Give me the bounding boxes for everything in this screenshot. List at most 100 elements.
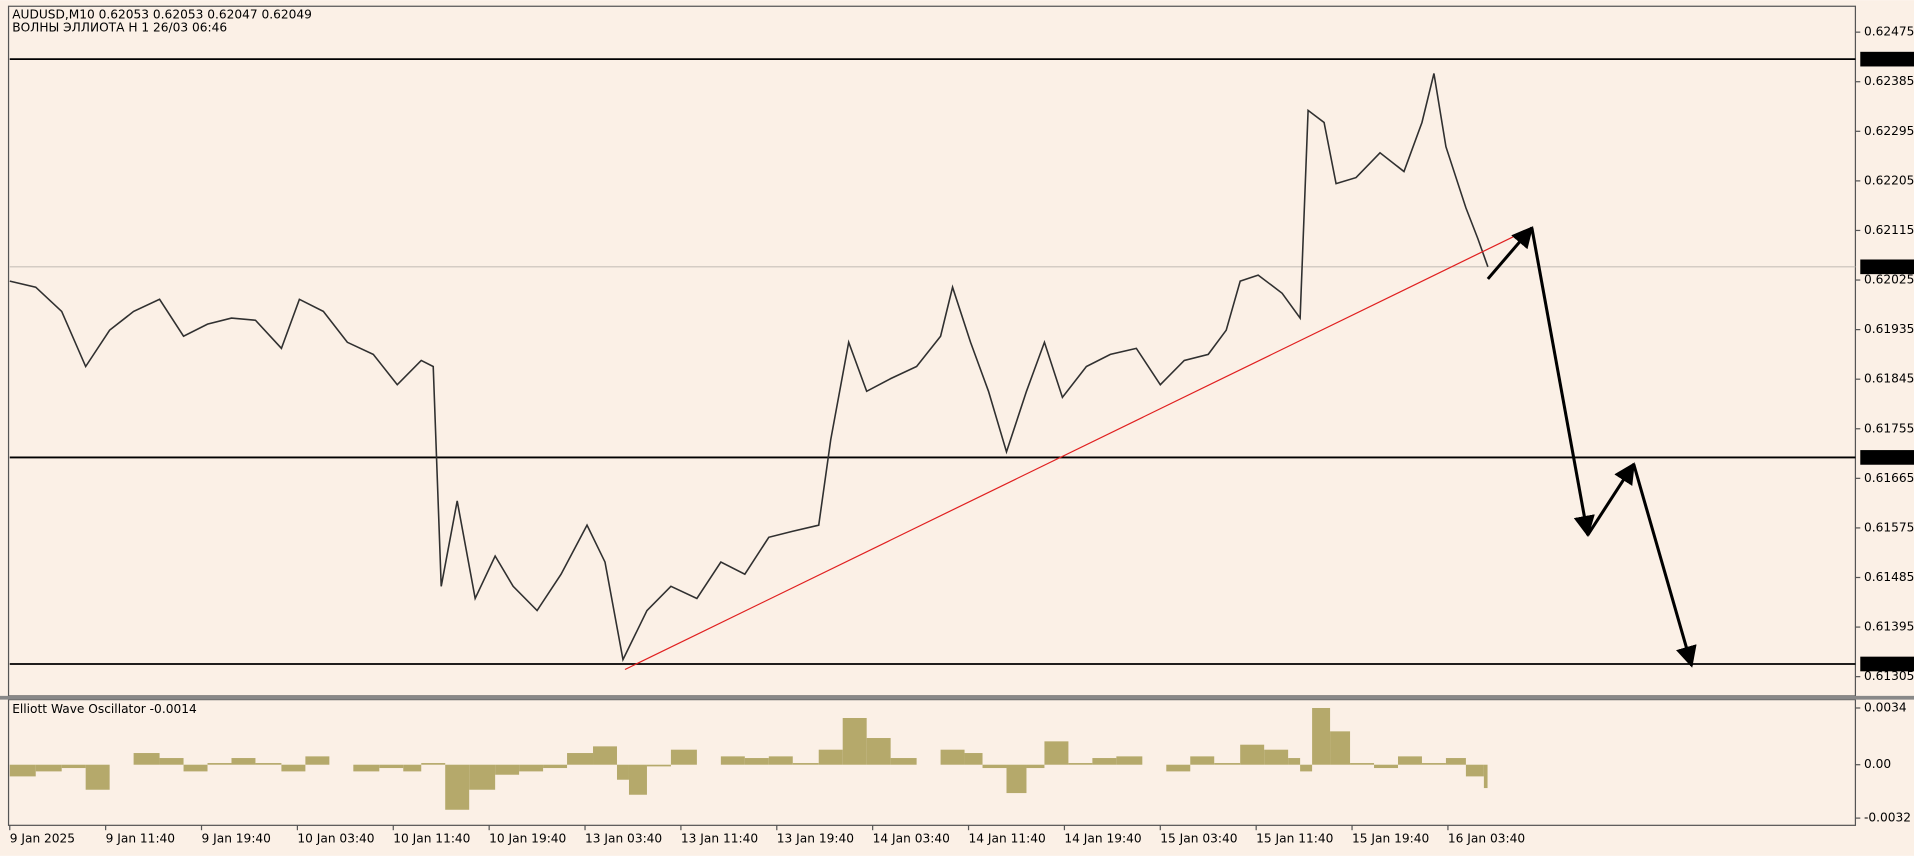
y-tick-label: 0.61575 (1864, 520, 1914, 534)
current-price-box (1860, 259, 1914, 275)
oscillator-bar (628, 764, 647, 795)
x-tick-label: 9 Jan 19:40 (202, 831, 271, 845)
oscillator-bar (964, 753, 983, 765)
oscillator-bar (1374, 764, 1398, 769)
oscillator-bar (646, 764, 671, 767)
oscillator-bar (720, 756, 745, 765)
oscillator-bar (890, 758, 917, 765)
oscillator-bar (353, 764, 380, 772)
oscillator-bar (519, 764, 544, 772)
level-line-box (1860, 51, 1914, 67)
oscillator-bar (379, 764, 404, 769)
oscillator-bar (1240, 744, 1265, 765)
x-tick-label: 14 Jan 11:40 (969, 831, 1046, 845)
y-tick-label: 0.61845 (1864, 372, 1914, 386)
trend-line (624, 227, 1533, 671)
y-tick-label: 0.62295 (1864, 124, 1914, 138)
oscillator-bar (1421, 763, 1446, 765)
current-price-label: 0.62049 (1864, 259, 1914, 273)
price-line (9, 73, 1489, 663)
oscillator-bar (1190, 756, 1215, 765)
x-tick-label: 13 Jan 03:40 (585, 831, 662, 845)
oscillator-bar (281, 764, 306, 772)
oscillator-bar (159, 758, 184, 765)
oscillator-bar (1397, 756, 1422, 765)
y-tick-label: 0.61485 (1864, 570, 1914, 584)
oscillator-bar (670, 749, 697, 765)
level-line-box (1860, 656, 1914, 672)
oscillator-bar (133, 753, 160, 765)
oscillator-bar (1116, 756, 1143, 765)
oscillator-bar (1092, 758, 1117, 765)
x-tick-label: 10 Jan 19:40 (489, 831, 566, 845)
oscillator-bar (231, 758, 256, 765)
oscillator-bar (1330, 731, 1351, 765)
x-tick-label: 15 Jan 19:40 (1352, 831, 1429, 845)
projection-segment (1632, 463, 1697, 668)
oscillator-bar (1026, 764, 1045, 769)
oscillator-bar (792, 763, 819, 765)
oscillator-bar (61, 764, 86, 769)
oscillator-bar (1264, 749, 1289, 765)
oscillator-bar (35, 764, 62, 772)
oscillator-bar (1300, 764, 1313, 772)
oscillator-bar (403, 764, 422, 772)
x-tick-label: 9 Jan 11:40 (106, 831, 175, 845)
oscillator-bar (1068, 763, 1093, 765)
y-tick-label: 0.62115 (1864, 223, 1914, 237)
oscillator-bar (255, 763, 282, 765)
x-tick-label: 10 Jan 11:40 (393, 831, 470, 845)
oscillator-bar (9, 764, 36, 777)
oscillator-bar (1006, 764, 1027, 794)
oscillator-bar (495, 764, 520, 775)
oscillator-bar (1288, 758, 1301, 765)
oscillator-bar (207, 763, 232, 765)
y-tick-label: -0.0032 (1864, 811, 1911, 825)
oscillator-bar (593, 746, 617, 765)
x-tick-label: 9 Jan 2025 (10, 831, 75, 845)
oscillator-bar (818, 749, 843, 765)
y-tick-label: 0.61665 (1864, 471, 1914, 485)
level-line-label: 0.62426 (1864, 52, 1914, 66)
x-tick-label: 14 Jan 19:40 (1064, 831, 1141, 845)
oscillator-bar (1166, 764, 1191, 772)
y-tick-label: 0.61395 (1864, 620, 1914, 634)
chart-subtitle: ВОЛНЫ ЭЛЛИОТА H 1 26/03 06:46 (12, 21, 227, 35)
y-tick-label: 0.61935 (1864, 322, 1914, 336)
projection-segment (1486, 226, 1534, 280)
oscillator-bar (1465, 764, 1484, 777)
oscillator-bar (768, 756, 793, 765)
level-line-box (1860, 450, 1914, 465)
x-tick-label: 13 Jan 11:40 (681, 831, 758, 845)
x-tick-label: 14 Jan 03:40 (873, 831, 950, 845)
oscillator-bar (842, 718, 867, 765)
x-tick-label: 16 Jan 03:40 (1448, 831, 1525, 845)
oscillator-bar (1044, 741, 1069, 765)
oscillator-title: Elliott Wave Oscillator -0.0014 (12, 702, 197, 716)
oscillator-bar (1214, 763, 1241, 765)
oscillator-bar (543, 764, 568, 769)
oscillator-bar (982, 764, 1007, 769)
x-tick-label: 13 Jan 19:40 (777, 831, 854, 845)
level-line-label: 0.61328 (1864, 656, 1914, 670)
projection-segment (1586, 462, 1635, 536)
y-tick-label: 0.61755 (1864, 421, 1914, 435)
oscillator-bar (1483, 764, 1488, 789)
oscillator-bar (85, 764, 110, 790)
y-tick-label: 0.61305 (1864, 669, 1914, 683)
oscillator-bar (940, 749, 965, 765)
oscillator-bar (744, 758, 769, 765)
x-tick-label: 15 Jan 03:40 (1160, 831, 1237, 845)
chart-title: AUDUSD,M10 0.62053 0.62053 0.62047 0.620… (12, 7, 312, 21)
oscillator-bar (305, 756, 330, 765)
x-tick-label: 15 Jan 11:40 (1256, 831, 1333, 845)
y-tick-label: 0.00 (1864, 757, 1891, 771)
projection-segment (1530, 227, 1595, 538)
y-tick-label: 0.62475 (1864, 25, 1914, 39)
oscillator-bar (616, 764, 629, 780)
oscillator-bar (445, 764, 470, 810)
oscillator-bar (469, 764, 496, 790)
